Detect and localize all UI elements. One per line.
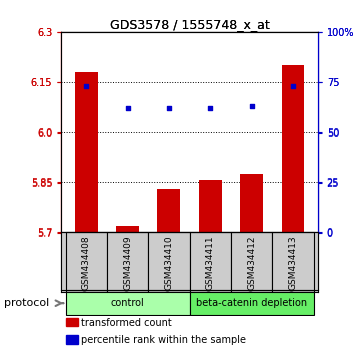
Point [249,104,255,109]
Bar [240,175,263,233]
Bar [190,233,231,292]
Bar [75,72,97,233]
Bar [272,232,314,291]
Text: control: control [110,298,144,308]
Bar [65,232,107,291]
Text: beta-catenin depletion: beta-catenin depletion [196,298,307,308]
Text: GSM434409: GSM434409 [123,235,132,290]
Bar [66,335,78,344]
Point [249,103,255,109]
Bar [199,181,222,233]
Text: GSM434409: GSM434409 [123,236,132,291]
Text: GSM434413: GSM434413 [288,236,297,291]
Bar [282,65,304,232]
Text: GSM434411: GSM434411 [206,236,215,291]
Point [207,105,213,111]
Bar [190,292,314,315]
Point [166,105,172,111]
Title: GDS3578 / 1555748_x_at: GDS3578 / 1555748_x_at [110,18,269,31]
Text: GSM434413: GSM434413 [288,235,297,290]
Bar [240,174,263,232]
Bar [190,232,231,291]
Bar [148,232,190,291]
Bar [75,72,97,232]
Bar [157,189,180,232]
Bar [65,233,107,292]
Point [207,105,213,111]
Point [125,105,130,111]
Point [290,83,296,89]
Text: GSM434412: GSM434412 [247,236,256,291]
Bar [116,225,139,232]
Point [125,105,130,111]
Bar [66,318,78,326]
Bar [107,233,148,292]
Bar [148,233,190,292]
Text: GSM434411: GSM434411 [206,235,215,290]
Bar [231,232,272,291]
Point [83,83,89,89]
Text: GSM434410: GSM434410 [164,235,173,290]
Bar [199,181,222,232]
Title: GDS3578 / 1555748_x_at: GDS3578 / 1555748_x_at [110,18,269,31]
Bar [107,232,148,291]
Text: GSM434408: GSM434408 [82,235,91,290]
Text: protocol: protocol [4,298,49,308]
Bar [272,233,314,292]
Text: GSM434408: GSM434408 [82,236,91,291]
Bar [231,233,272,292]
Text: transformed count: transformed count [81,318,171,328]
Bar [157,190,180,233]
Point [166,105,172,111]
Bar [282,65,304,233]
Text: percentile rank within the sample: percentile rank within the sample [81,335,245,345]
Point [83,84,89,89]
Point [290,84,296,89]
Text: GSM434410: GSM434410 [164,236,173,291]
Bar [116,227,139,233]
Text: GSM434412: GSM434412 [247,235,256,290]
Bar [65,292,190,315]
